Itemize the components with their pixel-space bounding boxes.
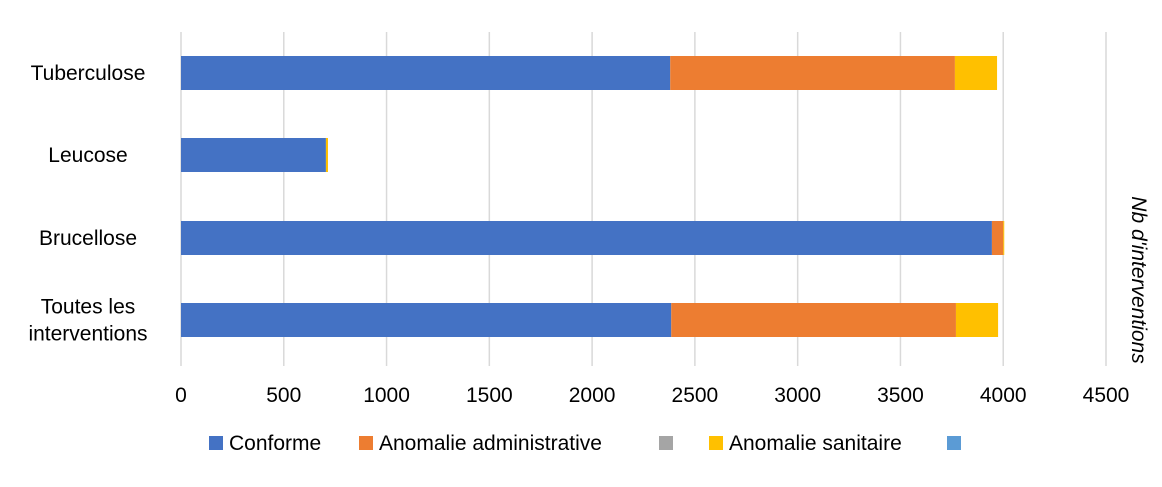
bar-segment: [325, 138, 328, 172]
category-label: Tuberculose: [31, 62, 146, 85]
bar-segment: [991, 221, 1004, 255]
category-labels: Tuberculose Leucose Brucellose Toutes les in…: [28, 62, 147, 346]
bar-segment: [1003, 221, 1005, 255]
y-axis-title: Nb d'interventions: [1127, 196, 1150, 364]
category-label-line: Toutes les: [41, 296, 136, 319]
category-label: Leucose: [48, 144, 127, 167]
x-tick-labels: 0 500 1000 1500 2000 2500 3000 3500 4000 4500: [175, 384, 1129, 407]
bar-segment: [181, 138, 326, 172]
bar-segment: [181, 56, 671, 90]
category-label-line: Brucellose: [39, 227, 137, 250]
x-tick-label: 3000: [774, 384, 821, 407]
legend-swatch: [359, 436, 373, 450]
x-tick-label: 1000: [363, 384, 410, 407]
category-label: Toutes les interventions: [28, 296, 147, 346]
bar-segment: [181, 303, 672, 337]
bar-segment: [670, 56, 955, 90]
bar-segment: [671, 303, 956, 337]
legend-swatch: [209, 436, 223, 450]
bars: [181, 56, 1005, 337]
x-tick-label: 2000: [569, 384, 616, 407]
x-tick-label: 500: [266, 384, 301, 407]
category-label-line: Tuberculose: [31, 62, 146, 85]
legend-swatch: [709, 436, 723, 450]
category-label-line: interventions: [28, 323, 147, 346]
legend-swatch: [947, 436, 961, 450]
bar-segment: [954, 56, 998, 90]
legend-swatch: [659, 436, 673, 450]
x-tick-label: 3500: [877, 384, 924, 407]
x-tick-label: 4500: [1083, 384, 1130, 407]
x-tick-label: 0: [175, 384, 187, 407]
x-tick-label: 1500: [466, 384, 513, 407]
category-label: Brucellose: [39, 227, 137, 250]
x-tick-label: 2500: [672, 384, 719, 407]
legend-label: Anomalie sanitaire: [729, 432, 902, 455]
legend-label: Conforme: [229, 432, 321, 455]
x-tick-label: 4000: [980, 384, 1027, 407]
legend-label: Anomalie administrative: [379, 432, 602, 455]
legend: Conforme Anomalie administrative Anomalie …: [209, 432, 961, 455]
category-label-line: Leucose: [48, 144, 127, 167]
bar-segment: [955, 303, 999, 337]
bar-segment: [181, 221, 992, 255]
